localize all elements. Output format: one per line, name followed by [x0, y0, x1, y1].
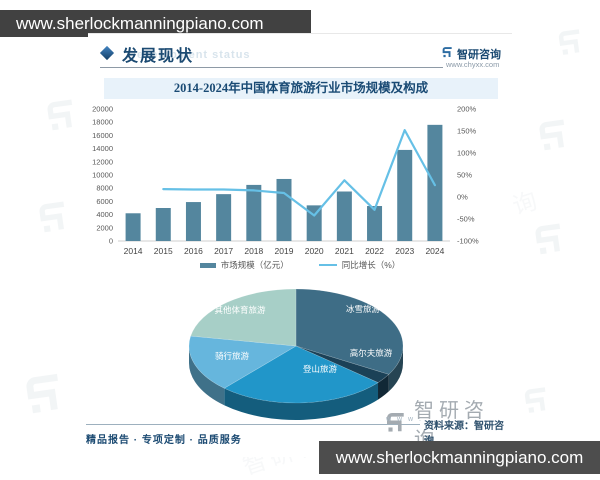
bar-2021: [336, 191, 352, 241]
pie-label: 高尔夫旅游: [350, 348, 393, 358]
bar-2019: [276, 178, 292, 241]
left-axis-tick: 14000: [92, 144, 113, 153]
section-title-ghost: Development status: [128, 49, 251, 61]
x-axis-label: 2024: [425, 246, 444, 256]
report-card: Development status 发展现状 智研咨询 www.chyxx.c…: [86, 33, 512, 457]
header-divider: [100, 67, 443, 68]
bar-2023: [397, 149, 413, 241]
right-axis-tick: 200%: [457, 105, 477, 114]
footer-divider: [86, 424, 420, 425]
left-axis-tick: 16000: [92, 131, 113, 140]
section-title: 发展现状: [122, 48, 195, 65]
line-legend-swatch: [318, 264, 337, 266]
x-axis-label: 2015: [154, 246, 173, 256]
left-axis-tick: 20000: [92, 105, 113, 114]
legend-label: 市场规模（亿元）: [220, 260, 289, 270]
pie-label: 其他体育旅游: [214, 305, 266, 315]
watermark-logo-icon: [534, 116, 575, 157]
x-axis-label: 2017: [214, 246, 233, 256]
legend-label: 同比增长（%）: [341, 260, 401, 270]
x-axis-label: 2023: [395, 246, 414, 256]
brand-logo-icon-large: [384, 411, 408, 435]
bottom-url-overlay: www.sherlockmanningpiano.com: [319, 441, 600, 474]
bar-2020: [306, 205, 322, 241]
footer-tagline: 精品报告 · 专项定制 · 品质服务: [86, 435, 242, 446]
bar-2018: [246, 184, 262, 241]
left-axis-tick: 4000: [96, 210, 113, 219]
x-axis-label: 2018: [244, 246, 263, 256]
top-url-overlay: www.sherlockmanningpiano.com: [0, 10, 311, 37]
right-axis-tick: -100%: [457, 237, 479, 246]
pie-slice-其他体育旅游: [190, 288, 297, 347]
chart-title-band: 2014-2024年中国体育旅游行业市场规模及构成: [104, 78, 498, 99]
chart-title: 2014-2024年中国体育旅游行业市场规模及构成: [173, 81, 429, 95]
watermark-logo-icon: [42, 96, 83, 137]
pie-slice-冰雪旅游: [295, 288, 404, 375]
left-axis-tick: 12000: [92, 157, 113, 166]
watermark-logo-icon: [34, 198, 75, 239]
pie-side-登山旅游: [224, 382, 379, 420]
pie-label: 冰雪旅游: [346, 304, 381, 314]
watermark-logo-icon: [19, 369, 71, 421]
x-axis-label: 2020: [305, 246, 324, 256]
right-axis-tick: 100%: [457, 149, 477, 158]
legend-item: 同比增长（%）: [318, 259, 401, 271]
pie-slice-登山旅游: [223, 345, 379, 404]
brand-site: www.chyxx.com: [446, 60, 500, 69]
bar-2017: [216, 194, 232, 241]
pie-label: 登山旅游: [303, 364, 338, 374]
right-axis-tick: 50%: [457, 171, 472, 180]
bar-2014: [125, 213, 141, 241]
bar-2015: [155, 208, 171, 241]
x-axis-label: 2014: [124, 246, 143, 256]
bar-2022: [367, 206, 383, 241]
chart-legend: 市场规模（亿元） 同比增长（%）: [88, 259, 512, 271]
watermark-logo-icon: [554, 26, 588, 60]
left-axis-tick: 8000: [96, 184, 113, 193]
right-axis-tick: -50%: [457, 215, 475, 224]
watermark-logo-icon: [530, 220, 571, 261]
pie-slice-骑行旅游: [188, 335, 297, 389]
right-axis-tick: 150%: [457, 127, 477, 136]
x-axis-label: 2019: [275, 246, 294, 256]
x-axis-label: 2022: [365, 246, 384, 256]
left-axis-tick: 18000: [92, 118, 113, 127]
left-axis-tick: 6000: [96, 197, 113, 206]
bar-line-chart: 0 2000 4000 6000 8000 10000 12000 14000 16000 180…: [92, 105, 479, 257]
diamond-icon: [99, 45, 115, 61]
x-axis-label: 2016: [184, 246, 203, 256]
brand-logo-icon: [441, 46, 454, 59]
pie-label: 骑行旅游: [215, 351, 250, 361]
left-axis-tick: 2000: [96, 223, 113, 232]
left-axis-tick: 10000: [92, 171, 113, 180]
watermark-logo-icon: [520, 384, 554, 418]
pie-side-冰雪旅游: [388, 346, 403, 392]
pie-side-骑行旅游: [189, 346, 225, 406]
pie-slice-高尔夫旅游: [295, 345, 390, 383]
left-axis-tick: 0: [109, 237, 113, 246]
www-fragment: w w w .: [386, 416, 423, 423]
growth-line: [162, 129, 436, 217]
right-axis-tick: 0%: [457, 193, 468, 202]
bar-2016: [185, 202, 201, 241]
pie-side-高尔夫旅游: [378, 374, 389, 400]
brand-name: 智研咨询: [457, 49, 501, 61]
bar-legend-swatch: [199, 262, 216, 268]
x-axis-label: 2021: [335, 246, 354, 256]
legend-item: 市场规模（亿元）: [199, 259, 289, 271]
